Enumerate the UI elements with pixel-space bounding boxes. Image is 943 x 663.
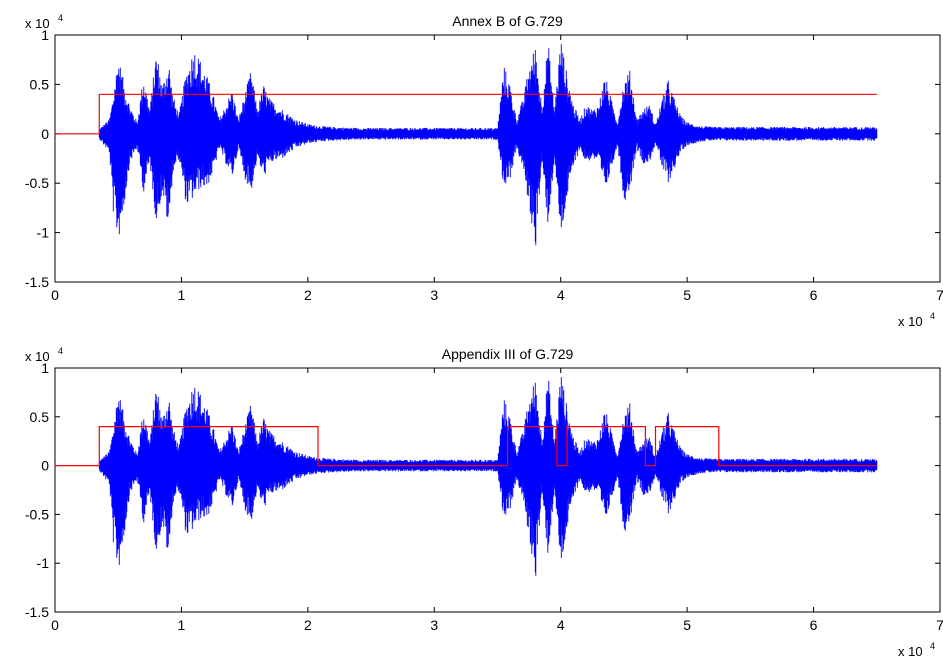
x-tick-label: 0 <box>51 617 59 633</box>
chart-title: Appendix III of G.729 <box>442 346 574 362</box>
y-tick-label: -0.5 <box>25 175 49 191</box>
x-tick-label: 4 <box>557 287 565 303</box>
y-tick-label: 0.5 <box>30 409 50 425</box>
y-tick-label: -1 <box>37 555 50 571</box>
y-exponent-label: x 10 <box>25 16 50 31</box>
y-tick-label: -0.5 <box>25 506 49 522</box>
x-exponent-power: 4 <box>930 311 935 321</box>
x-tick-label: 5 <box>683 617 691 633</box>
chart-annex-b: 0 1 2 3 4 5 6 7 1 0.5 0 -0.5 -1 -1.5 Annex B of G.729 x… <box>25 13 943 329</box>
x-tick-label: 7 <box>936 287 943 303</box>
y-tick-label: -1.5 <box>25 274 49 290</box>
chart-title: Annex B of G.729 <box>452 13 563 29</box>
y-exponent-power: 4 <box>58 346 63 356</box>
x-exponent-power: 4 <box>930 641 935 651</box>
x-tick-label: 0 <box>51 287 59 303</box>
chart-appendix-iii: 0 1 2 3 4 5 6 7 1 0.5 0 -0.5 -1 -1.5 Appendix III of G… <box>25 346 943 659</box>
y-tick-label: 0.5 <box>30 76 50 92</box>
y-tick-label: -1.5 <box>25 604 49 620</box>
x-exponent-label: x 10 <box>898 644 923 659</box>
x-tick-label: 1 <box>178 287 186 303</box>
vad-decision-series <box>55 426 877 467</box>
x-tick-label: 5 <box>683 287 691 303</box>
x-tick-label: 2 <box>304 287 312 303</box>
y-tick-label: 1 <box>41 27 49 43</box>
x-tick-label: 1 <box>178 617 186 633</box>
x-tick-label: 3 <box>430 617 438 633</box>
y-exponent-power: 4 <box>58 13 63 23</box>
x-exponent-label: x 10 <box>898 314 923 329</box>
x-tick-label: 6 <box>810 287 818 303</box>
x-tick-label: 3 <box>430 287 438 303</box>
x-tick-label: 7 <box>936 617 943 633</box>
y-tick-label: 1 <box>41 360 49 376</box>
x-tick-label: 4 <box>557 617 565 633</box>
y-exponent-label: x 10 <box>25 349 50 364</box>
y-tick-label: -1 <box>37 225 50 241</box>
y-tick-label: 0 <box>41 458 49 474</box>
x-tick-label: 2 <box>304 617 312 633</box>
y-tick-label: 0 <box>41 126 49 142</box>
x-tick-label: 6 <box>810 617 818 633</box>
vad-decision-series <box>55 93 877 135</box>
